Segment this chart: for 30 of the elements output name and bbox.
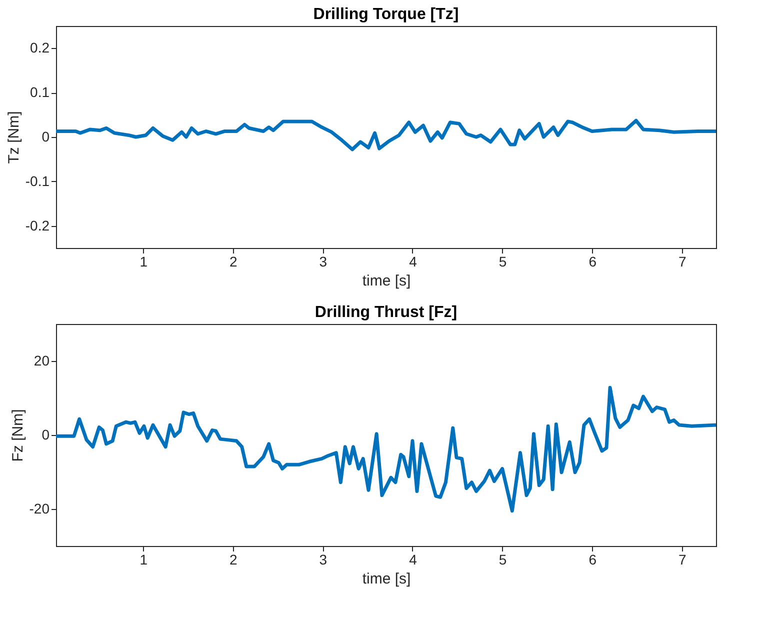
x-tick-label: 7 bbox=[678, 552, 686, 568]
x-tick-label: 2 bbox=[230, 552, 238, 568]
y-tick-label: 0.2 bbox=[30, 40, 50, 56]
x-tick-label: 3 bbox=[319, 254, 328, 270]
x-tick-label: 7 bbox=[678, 254, 686, 270]
x-tick-label: 5 bbox=[498, 552, 507, 568]
y-tick-label: 20 bbox=[34, 352, 50, 368]
chart-title: Drilling Torque [Tz] bbox=[313, 6, 459, 23]
x-axis-title: time [s] bbox=[362, 570, 411, 588]
y-tick-label: 0 bbox=[42, 426, 50, 442]
y-tick-label: 0 bbox=[42, 128, 50, 144]
y-axis-title: Fz [Nm] bbox=[9, 409, 26, 462]
y-tick-label: 0.1 bbox=[30, 84, 50, 100]
y-axis-title: Tz [Nm] bbox=[5, 111, 22, 164]
x-tick-label: 1 bbox=[140, 552, 148, 568]
x-axis-title: time [s] bbox=[362, 272, 411, 290]
y-tick-label: -20 bbox=[29, 500, 50, 516]
y-tick-label: -0.1 bbox=[25, 172, 50, 189]
x-tick-label: 4 bbox=[409, 254, 418, 270]
x-tick-label: 3 bbox=[319, 552, 328, 568]
x-tick-label: 2 bbox=[230, 254, 238, 270]
x-tick-label: 6 bbox=[588, 552, 597, 568]
line-series bbox=[56, 386, 716, 513]
x-tick-label: 4 bbox=[409, 552, 418, 568]
line-series bbox=[56, 118, 716, 152]
chart-title: Drilling Thrust [Fz] bbox=[314, 304, 458, 321]
y-tick-label: -0.2 bbox=[25, 217, 50, 234]
x-tick-label: 5 bbox=[498, 254, 507, 270]
x-tick-label: 1 bbox=[140, 254, 148, 270]
x-tick-label: 6 bbox=[588, 254, 597, 270]
